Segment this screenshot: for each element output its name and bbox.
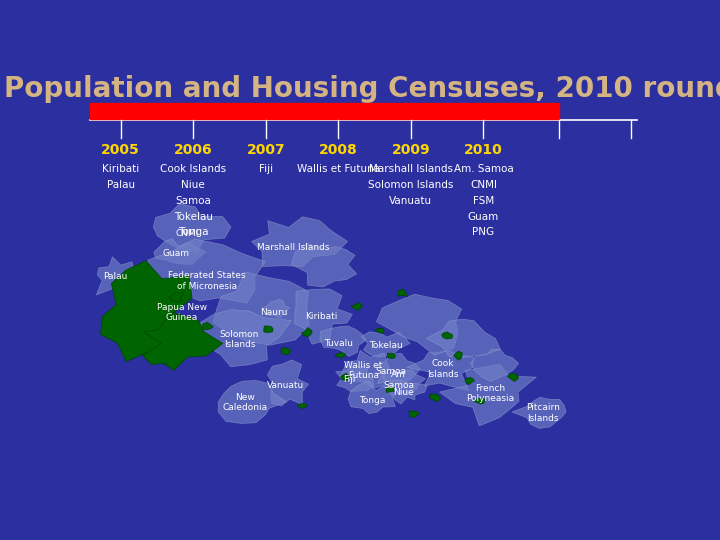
Polygon shape <box>281 348 290 354</box>
Polygon shape <box>336 366 374 392</box>
Polygon shape <box>203 322 213 329</box>
Polygon shape <box>251 217 348 267</box>
Text: CNMI: CNMI <box>176 229 199 238</box>
Text: 2010: 2010 <box>464 143 503 157</box>
Polygon shape <box>320 326 366 356</box>
Text: 2008: 2008 <box>319 143 358 157</box>
Polygon shape <box>340 350 390 388</box>
Text: Tokelau: Tokelau <box>369 341 402 350</box>
Text: Solomon Islands: Solomon Islands <box>368 180 454 190</box>
Text: Vanuatu: Vanuatu <box>266 381 304 390</box>
Text: Niue: Niue <box>181 180 205 190</box>
Text: 2006: 2006 <box>174 143 212 157</box>
Polygon shape <box>267 360 309 406</box>
Polygon shape <box>101 261 192 366</box>
Polygon shape <box>143 313 222 370</box>
Bar <box>90 103 559 119</box>
Text: New
Caledonia: New Caledonia <box>222 393 268 412</box>
Polygon shape <box>384 370 426 395</box>
Text: Guam: Guam <box>163 249 190 259</box>
Polygon shape <box>147 239 266 303</box>
Polygon shape <box>377 354 420 384</box>
Text: 2007: 2007 <box>246 143 285 157</box>
Polygon shape <box>470 349 518 381</box>
Polygon shape <box>512 397 566 428</box>
Text: Pitcairn
Islands: Pitcairn Islands <box>526 403 560 422</box>
Polygon shape <box>465 377 474 384</box>
Polygon shape <box>292 244 356 287</box>
Text: Fiji: Fiji <box>343 375 356 384</box>
Text: Tonga: Tonga <box>359 396 385 405</box>
Polygon shape <box>454 351 462 360</box>
Text: 2009: 2009 <box>392 143 430 157</box>
Text: Marshall Islands: Marshall Islands <box>369 164 453 174</box>
Text: CNMI: CNMI <box>470 180 497 190</box>
Text: Tuvalu: Tuvalu <box>324 339 353 348</box>
Polygon shape <box>375 328 384 333</box>
Polygon shape <box>96 257 141 295</box>
Text: Cook
Islands: Cook Islands <box>427 360 459 379</box>
Polygon shape <box>474 399 485 404</box>
Text: Kiribati: Kiribati <box>305 312 338 321</box>
Polygon shape <box>388 380 427 404</box>
Polygon shape <box>199 309 292 367</box>
Text: Tokelau: Tokelau <box>174 212 212 221</box>
Polygon shape <box>297 403 307 408</box>
Polygon shape <box>294 289 352 344</box>
Polygon shape <box>169 293 184 301</box>
Polygon shape <box>407 350 474 390</box>
Text: 2005: 2005 <box>102 143 140 157</box>
Polygon shape <box>218 381 287 423</box>
Polygon shape <box>398 289 408 297</box>
Text: Niue: Niue <box>393 388 414 397</box>
Text: Wallis et Futuna: Wallis et Futuna <box>297 164 380 174</box>
Text: Kiribati: Kiribati <box>102 164 139 174</box>
Text: Federated States
of Micronesia: Federated States of Micronesia <box>168 271 246 291</box>
Polygon shape <box>153 204 231 253</box>
Text: Vanuatu: Vanuatu <box>390 196 433 206</box>
Text: Papua New
Guinea: Papua New Guinea <box>157 302 207 322</box>
Text: Samoa: Samoa <box>175 196 211 206</box>
Text: Cook Islands: Cook Islands <box>160 164 226 174</box>
Polygon shape <box>386 387 395 393</box>
Text: Palau: Palau <box>107 180 135 190</box>
Polygon shape <box>348 381 395 414</box>
Polygon shape <box>154 239 206 264</box>
Polygon shape <box>213 272 310 345</box>
Polygon shape <box>441 332 453 339</box>
Text: FSM: FSM <box>473 196 494 206</box>
Text: Palau: Palau <box>103 272 127 281</box>
Text: PNG: PNG <box>472 227 495 238</box>
Polygon shape <box>335 353 346 359</box>
Text: Am
Samoa: Am Samoa <box>383 370 414 390</box>
Polygon shape <box>409 411 419 417</box>
Text: Wallis et
Futuna: Wallis et Futuna <box>344 361 382 380</box>
Polygon shape <box>429 394 441 402</box>
Polygon shape <box>426 319 500 357</box>
Polygon shape <box>264 299 289 318</box>
Polygon shape <box>439 364 536 426</box>
Text: Am. Samoa: Am. Samoa <box>454 164 513 174</box>
Polygon shape <box>387 353 395 359</box>
Polygon shape <box>508 373 518 381</box>
Text: Solomon
Islands: Solomon Islands <box>220 329 259 349</box>
Text: Marshall Islands: Marshall Islands <box>258 243 330 252</box>
Text: Fiji: Fiji <box>258 164 273 174</box>
Polygon shape <box>361 332 410 357</box>
Text: French
Polyneasia: French Polyneasia <box>467 383 515 403</box>
Polygon shape <box>264 326 273 333</box>
Text: Population and Housing Censuses, 2010 round: Population and Housing Censuses, 2010 ro… <box>4 75 720 103</box>
Polygon shape <box>377 294 462 355</box>
Polygon shape <box>351 302 362 311</box>
Text: Guam: Guam <box>468 212 499 221</box>
Text: Tonga: Tonga <box>178 227 209 238</box>
Polygon shape <box>341 373 351 381</box>
Text: Samoa: Samoa <box>376 367 407 376</box>
Polygon shape <box>302 328 312 337</box>
Text: Nauru: Nauru <box>261 308 288 316</box>
